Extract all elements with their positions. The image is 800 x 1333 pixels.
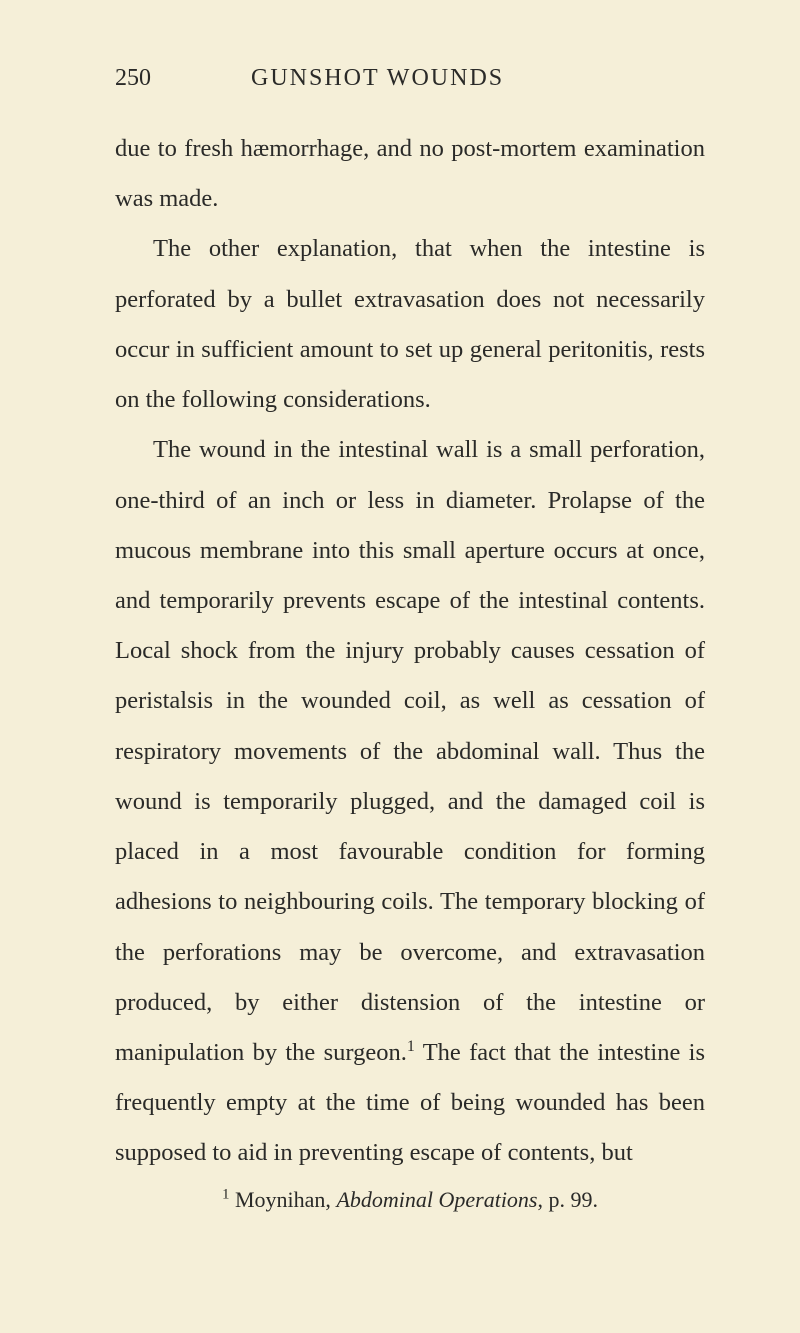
footnote-text-before: Moynihan, <box>229 1187 336 1212</box>
paragraph-3-text-1: The wound in the intestinal wall is a sm… <box>115 436 705 1066</box>
paragraph-1: due to fresh hæmorrhage, and no post-mor… <box>115 124 705 224</box>
footnote: 1 Moynihan, Abdominal Operations, p. 99. <box>115 1187 705 1213</box>
footnote-italic: Abdominal Operations <box>336 1187 537 1212</box>
page-number: 250 <box>115 65 151 92</box>
paragraph-3: The wound in the intestinal wall is a sm… <box>115 425 705 1178</box>
footnote-marker-inline: 1 <box>407 1038 415 1055</box>
footnote-text-after: , p. 99. <box>538 1187 599 1212</box>
running-title: GUNSHOT WOUNDS <box>251 65 504 92</box>
paragraph-2: The other explanation, that when the int… <box>115 224 705 425</box>
page-header: 250 GUNSHOT WOUNDS <box>115 65 705 92</box>
